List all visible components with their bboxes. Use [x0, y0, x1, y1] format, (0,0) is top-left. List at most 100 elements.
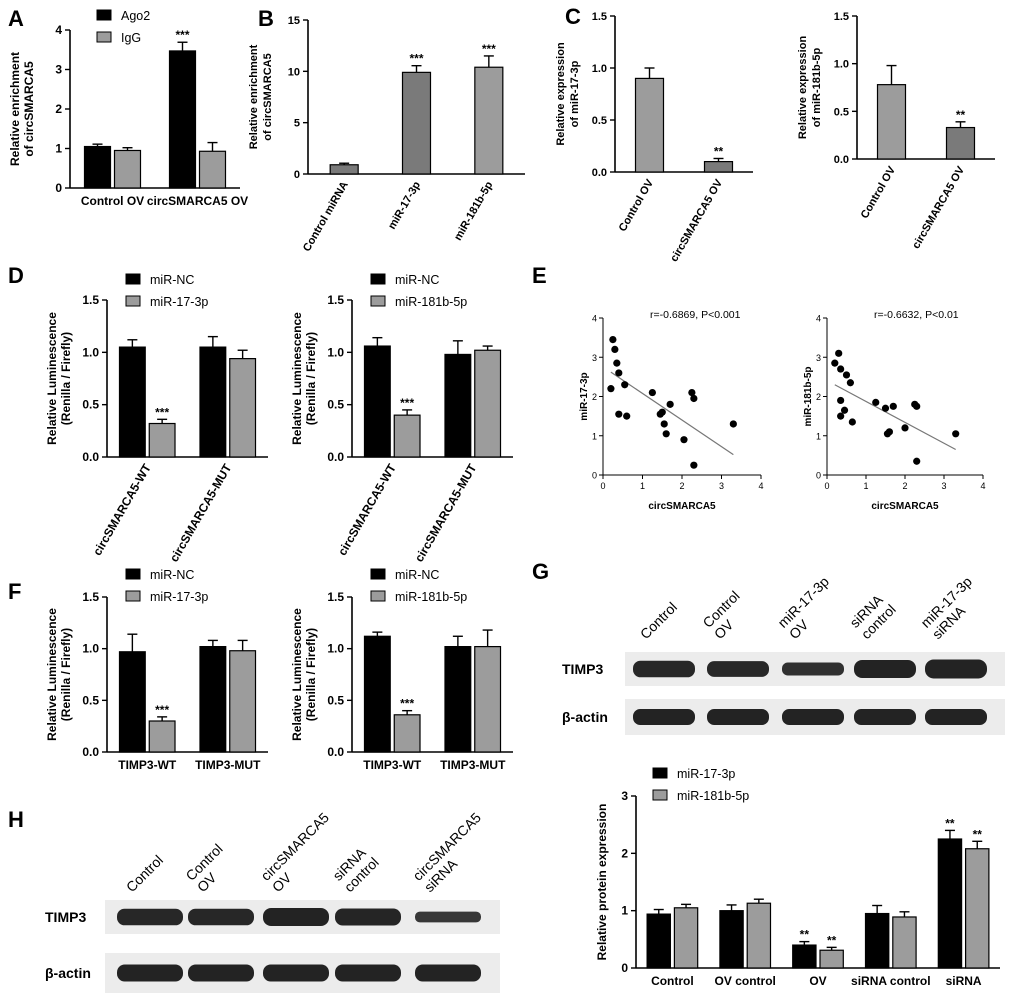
- legend-label: miR-NC: [150, 568, 194, 582]
- x-tick-label: 2: [679, 481, 684, 491]
- y-tick-label: 1.0: [327, 642, 344, 656]
- scatter-point: [656, 410, 664, 418]
- blot-band: [707, 661, 769, 677]
- significance-label: **: [827, 933, 837, 947]
- scatter-point: [690, 461, 698, 469]
- category-label: miR-17-3p: [386, 179, 423, 231]
- bar: [792, 944, 817, 969]
- scatter-point: [623, 412, 631, 420]
- legend-label: miR-NC: [395, 568, 439, 582]
- y-axis-label: Relative enrichment: [8, 52, 22, 166]
- significance-label: ***: [400, 697, 414, 711]
- y-tick-label: 1.5: [82, 293, 99, 307]
- scatter-point: [607, 385, 615, 393]
- scatter-point: [621, 381, 629, 389]
- y-tick-label: 15: [288, 15, 300, 27]
- blot-band: [633, 660, 695, 678]
- y-tick-label: 1.5: [834, 11, 849, 23]
- blot-row-label: TIMP3: [45, 909, 86, 925]
- legend-swatch: [125, 568, 141, 580]
- category-label: circSMARCA5-MUT: [412, 461, 480, 564]
- y-tick-label: 0.0: [327, 450, 344, 464]
- y-tick-label: 3: [55, 63, 62, 77]
- bar: [148, 422, 176, 458]
- panel-label-e: E: [532, 263, 547, 288]
- scatter-point: [901, 424, 909, 432]
- y-axis-label: of circSMARCA5: [22, 61, 36, 157]
- y-tick-label: 1: [621, 904, 628, 918]
- bar: [945, 126, 976, 160]
- scatter-point: [729, 420, 737, 428]
- significance-label: ***: [400, 396, 414, 410]
- scatter-point: [952, 430, 960, 438]
- western-blot-h: Control ControlOV circSMARCA5OV siRNAcontro…: [45, 809, 500, 993]
- category-label: miR-181b-5p: [452, 179, 496, 242]
- legend-swatch: [370, 568, 386, 580]
- x-tick-label: 4: [758, 481, 763, 491]
- y-tick-label: 1: [55, 142, 62, 156]
- scatter-point: [615, 369, 623, 377]
- y-axis-label: of circSMARCA5: [262, 53, 274, 140]
- blot-band: [188, 908, 254, 926]
- bar: [746, 902, 772, 969]
- legend-swatch: [96, 9, 112, 21]
- scatter-point: [835, 349, 843, 357]
- scatter-point: [842, 371, 851, 379]
- lane-label: siRNAcontrol: [846, 590, 898, 642]
- lane-label-line: Control: [637, 599, 680, 642]
- blot-band: [263, 908, 329, 926]
- panel-label-f: F: [8, 579, 21, 604]
- y-axis-label: (Renilla / Firefly): [304, 332, 318, 425]
- y-tick-label: 0.5: [592, 115, 607, 127]
- legend-label: miR-NC: [395, 273, 439, 287]
- legend-label: miR-181b-5p: [395, 295, 467, 309]
- blot-band: [335, 964, 401, 982]
- y-tick-label: 1.0: [327, 345, 344, 359]
- legend-swatch: [652, 767, 668, 779]
- bar: [819, 949, 844, 969]
- blot-band: [925, 659, 987, 679]
- category-label: OV: [809, 974, 826, 988]
- category-label: OV control: [715, 974, 776, 988]
- blot-row-label: β-actin: [45, 965, 91, 981]
- y-tick-label: 3: [816, 353, 821, 363]
- blot-row-label: TIMP3: [562, 661, 603, 677]
- y-axis-label: (Renilla / Firefly): [59, 332, 73, 425]
- bar: [646, 913, 672, 969]
- y-tick-label: 0.0: [592, 167, 607, 179]
- y-tick-label: 0.5: [327, 398, 344, 412]
- legend-label: miR-17-3p: [150, 295, 208, 309]
- y-tick-label: 2: [816, 392, 821, 402]
- chart-f-mir-181b-5p: 0.0 0.5 1.0 1.5 Relative Luminescence (Renill…: [290, 568, 513, 772]
- scatter-point: [846, 379, 855, 387]
- y-tick-label: 1.0: [82, 642, 99, 656]
- lane-label: ControlOV: [699, 588, 754, 643]
- legend-label: miR-181b-5p: [677, 789, 749, 803]
- bar: [474, 66, 504, 175]
- lane-label: siRNAcontrol: [329, 843, 381, 895]
- y-tick-label: 1.0: [82, 345, 99, 359]
- legend-swatch: [125, 295, 141, 307]
- y-tick-label: 0: [55, 181, 62, 195]
- lane-label: Control: [637, 599, 680, 642]
- lane-label: circSMARCA5OV: [257, 809, 343, 895]
- y-tick-label: 0.5: [834, 106, 849, 118]
- correlation-annotation: r=-0.6632, P<0.01: [874, 309, 959, 321]
- y-tick-label: 0: [816, 471, 821, 481]
- y-axis-label: miR-181b-5p: [803, 366, 814, 426]
- scatter-point: [913, 402, 921, 410]
- bar: [673, 907, 699, 969]
- blot-band: [707, 709, 769, 725]
- scatter-e-mir-17-3p: 0 1 2 3 4 0 1 2 3 4 circSMARCA5 miR-17-3p r=-0.6869,…: [579, 309, 764, 512]
- y-tick-label: 1: [816, 431, 821, 441]
- lane-label-line: circSMARCA5: [257, 809, 332, 884]
- lane-label: miR-17-3pOV: [774, 573, 843, 642]
- chart-c-mir-17-3p: 0.0 0.5 1.0 1.5 Relative expression of miR-17…: [555, 11, 753, 264]
- scatter-point: [662, 430, 670, 438]
- legend-swatch: [370, 590, 386, 602]
- y-tick-label: 1.5: [82, 590, 99, 604]
- y-tick-label: 4: [55, 23, 62, 37]
- bar: [474, 645, 502, 753]
- category-label: Control miRNA: [301, 179, 351, 253]
- y-tick-label: 1.0: [592, 63, 607, 75]
